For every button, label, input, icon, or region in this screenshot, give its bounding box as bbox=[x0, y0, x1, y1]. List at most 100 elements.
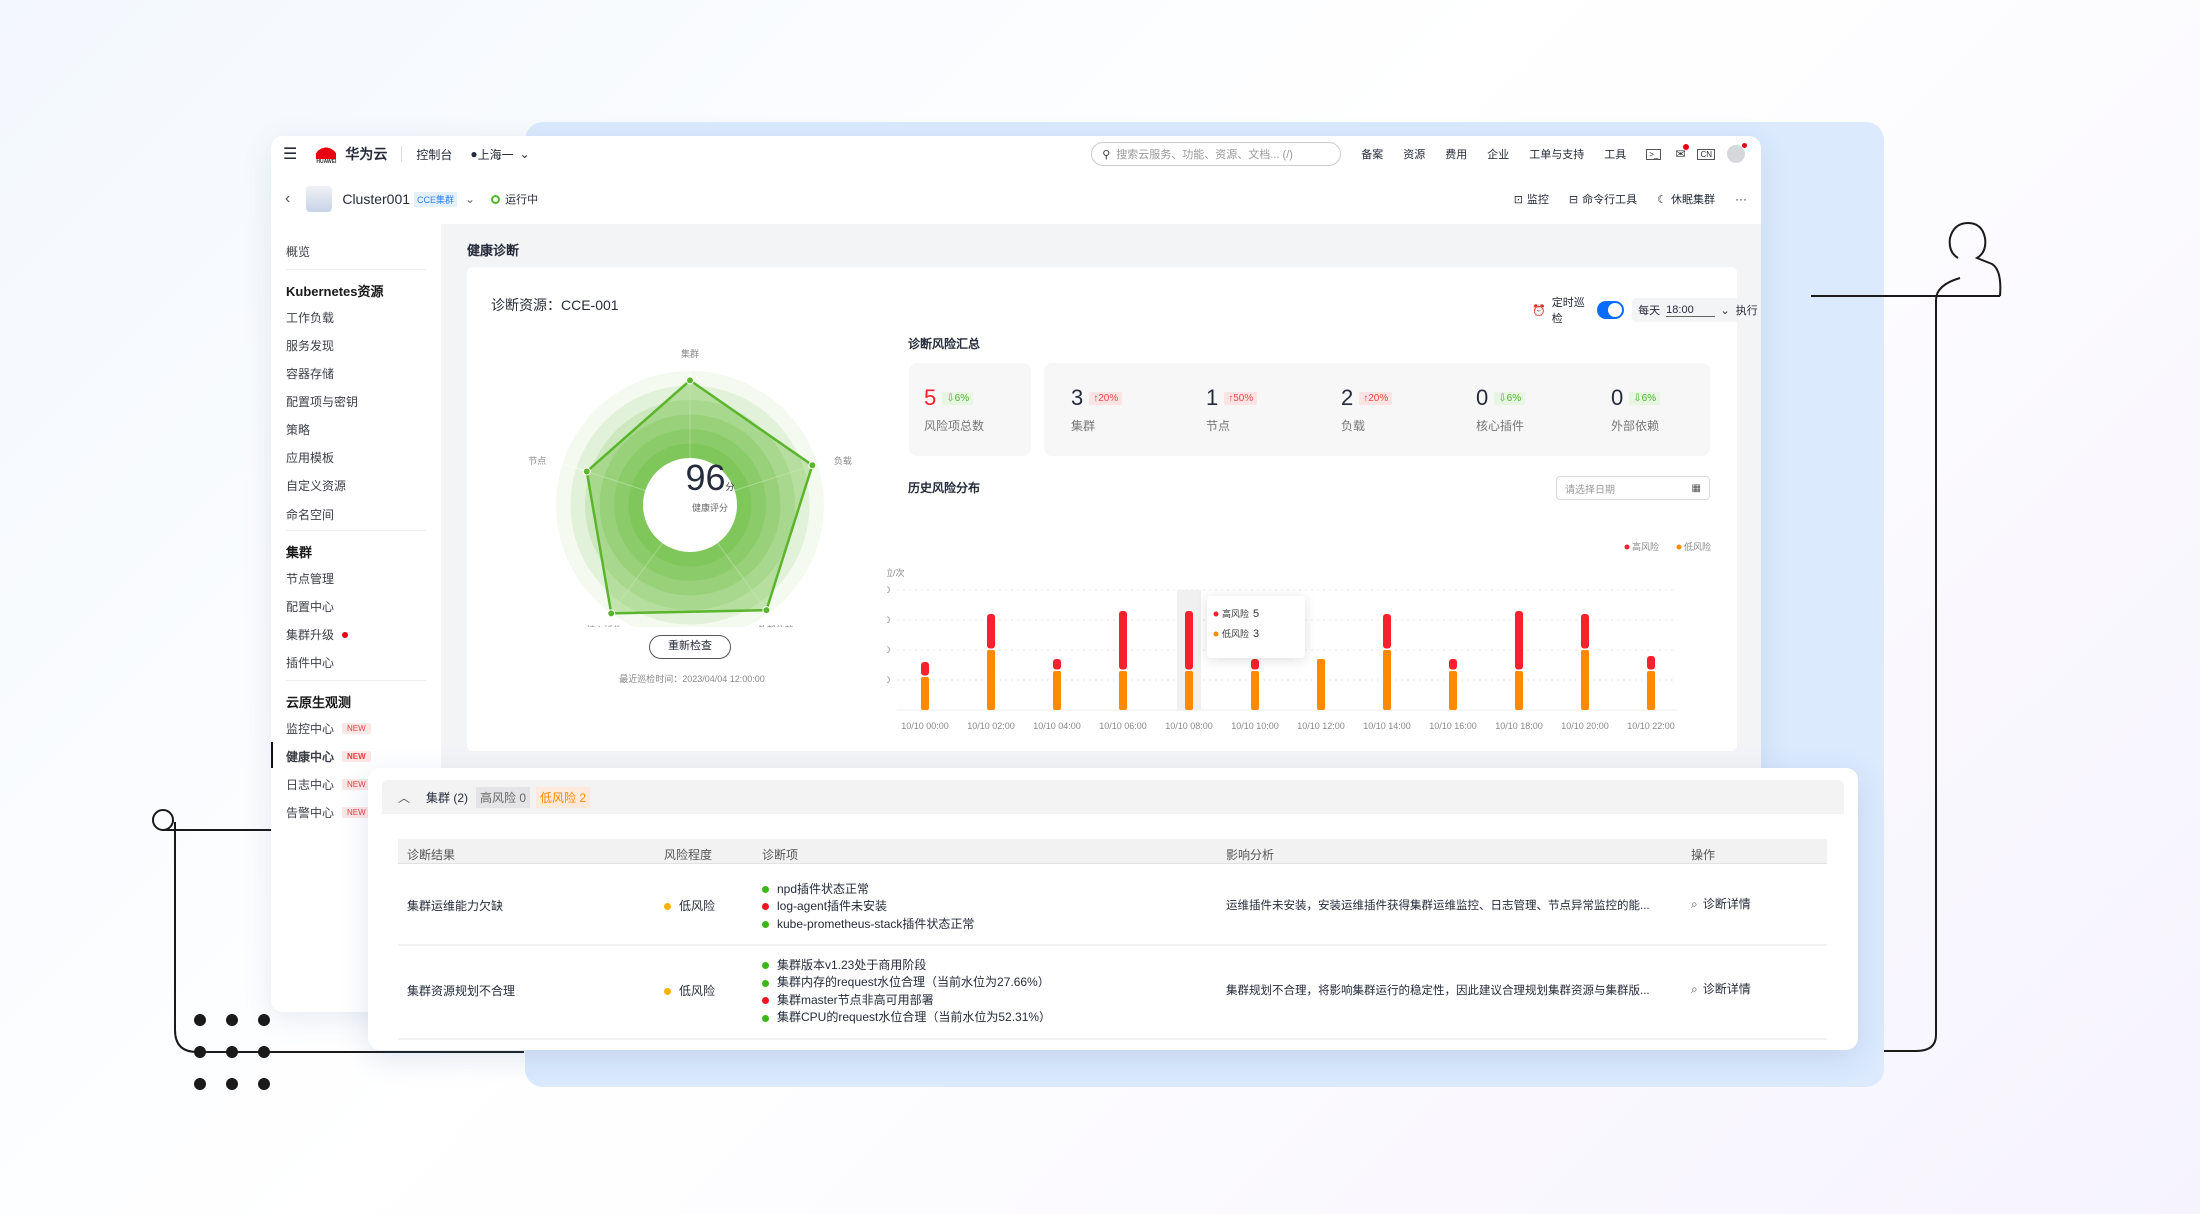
sidebar-item[interactable]: 命名空间 bbox=[286, 506, 334, 523]
sidebar-item[interactable]: 健康中心 NEW bbox=[271, 742, 371, 768]
x-tick-label: 10/10 12:00 bbox=[1297, 721, 1345, 731]
diagnosis-item: npd插件状态正常 bbox=[762, 880, 869, 897]
radar-point bbox=[582, 467, 591, 476]
column-header: 诊断结果 bbox=[407, 848, 456, 862]
search-box[interactable]: ⚲ 搜索云服务、功能、资源、文档... (/) bbox=[1091, 142, 1342, 166]
nav-link[interactable]: 工单与支持 bbox=[1529, 149, 1585, 161]
action-2-button[interactable]: ☾ 休眠集群 bbox=[1657, 191, 1715, 207]
search-input[interactable]: 搜索云服务、功能、资源、文档... (/) bbox=[1116, 149, 1293, 161]
execute-button[interactable]: 执行 bbox=[1735, 305, 1758, 317]
sidebar-item[interactable]: 概览 bbox=[286, 243, 310, 260]
y-tick-label: 20 bbox=[887, 645, 890, 655]
sidebar-item[interactable]: 工作负载 bbox=[286, 309, 334, 326]
sidebar-item[interactable]: 监控中心 NEW bbox=[286, 720, 371, 737]
sidebar-item[interactable]: 集群升级 bbox=[286, 626, 349, 643]
bar-low-risk bbox=[1119, 671, 1127, 710]
sidebar-item[interactable]: 容器存储 bbox=[286, 365, 334, 382]
moon-icon: ☾ bbox=[1657, 194, 1667, 206]
diagnosis-item-text: 集群版本v1.23处于商用阶段 bbox=[777, 957, 927, 972]
change-badge: ↑50% bbox=[1224, 391, 1258, 405]
terminal-icon[interactable]: >_ bbox=[1646, 148, 1662, 160]
total-risk-label: 风险项总数 bbox=[924, 419, 985, 433]
change-value: 20% bbox=[1098, 392, 1119, 404]
more-button[interactable]: ··· bbox=[1735, 192, 1747, 206]
diagnosis-item: log-agent插件未安装 bbox=[762, 897, 887, 914]
diagnosis-detail-link[interactable]: ⌕ 诊断详情 bbox=[1691, 895, 1751, 912]
sidebar-item[interactable]: 日志中心 NEW bbox=[286, 776, 371, 793]
cluster-icon bbox=[306, 186, 333, 212]
sidebar-item[interactable]: 配置中心 bbox=[286, 598, 334, 615]
risk-level: 低风险 bbox=[679, 984, 716, 998]
sidebar-item[interactable]: 插件中心 bbox=[286, 654, 334, 671]
nav-link[interactable]: 备案 bbox=[1361, 149, 1384, 161]
change-badge: ⇩6% bbox=[1494, 391, 1526, 405]
nav-link[interactable]: 企业 bbox=[1487, 149, 1510, 161]
low-risk-tag: 低风险 2 bbox=[536, 786, 591, 808]
language-toggle[interactable]: CN bbox=[1697, 148, 1715, 160]
sidebar-item[interactable]: 策略 bbox=[286, 421, 310, 438]
diagnosis-item: kube-prometheus-stack插件状态正常 bbox=[762, 915, 974, 932]
bar-low-risk bbox=[1449, 671, 1457, 710]
x-tick-label: 10/10 08:00 bbox=[1165, 721, 1213, 731]
nav-link[interactable]: 资源 bbox=[1403, 149, 1426, 161]
diagnosis-item: 集群master节点非高可用部署 bbox=[762, 991, 934, 1008]
bar-high-risk bbox=[1383, 614, 1391, 649]
legend-label: 高风险 bbox=[1632, 541, 1659, 552]
y-tick-label: 40 bbox=[887, 585, 890, 595]
new-badge: NEW bbox=[342, 723, 371, 734]
diagnosis-item-text: 集群内存的request水位合理（当前水位为27.66%） bbox=[777, 975, 1050, 990]
sidebar-item[interactable]: 配置项与密钥 bbox=[286, 393, 358, 410]
x-tick-label: 10/10 22:00 bbox=[1627, 721, 1675, 731]
radar-point bbox=[762, 606, 771, 615]
action-1-button[interactable]: ⊟ 命令行工具 bbox=[1569, 191, 1637, 207]
summary-label: 节点 bbox=[1206, 419, 1231, 433]
score-circle bbox=[643, 458, 737, 552]
x-tick-label: 10/10 02:00 bbox=[967, 721, 1015, 731]
change-value: 6% bbox=[1506, 392, 1522, 404]
summary-item: 2 ↑20% 负载 bbox=[1341, 385, 1393, 434]
score: 96分 健康评分 bbox=[660, 457, 760, 514]
avatar[interactable] bbox=[1727, 143, 1747, 163]
cluster-switch-chevron-icon[interactable]: ⌄ bbox=[465, 192, 476, 206]
hamburger-icon[interactable]: ☰ bbox=[283, 146, 298, 163]
back-icon[interactable]: ‹ bbox=[285, 190, 291, 207]
diagnosis-detail-link[interactable]: ⌕ 诊断详情 bbox=[1691, 980, 1751, 997]
diagnosis-item: 集群内存的request水位合理（当前水位为27.66%） bbox=[762, 973, 1050, 990]
nav-link[interactable]: 费用 bbox=[1445, 149, 1468, 161]
mail-icon[interactable]: ✉ bbox=[1675, 144, 1690, 161]
time-select[interactable]: 18:00 bbox=[1666, 304, 1715, 317]
sidebar-item-label: 云原生观测 bbox=[286, 695, 352, 710]
region-select[interactable]: 上海一 bbox=[477, 147, 514, 162]
collapse-chevron-icon[interactable]: ︿ bbox=[398, 790, 411, 805]
new-badge: NEW bbox=[342, 779, 371, 790]
group-title: 集群 (2) bbox=[426, 790, 469, 805]
date-picker[interactable]: 请选择日期 ▦ bbox=[1556, 476, 1710, 500]
summary-item: 1 ↑50% 节点 bbox=[1206, 385, 1258, 434]
tooltip-label: 高风险 bbox=[1222, 608, 1249, 619]
action-0-button[interactable]: ⊡ 监控 bbox=[1514, 191, 1549, 207]
date-input[interactable]: 请选择日期 bbox=[1565, 484, 1615, 496]
sidebar-item-label: 告警中心 bbox=[286, 806, 335, 820]
chevron-down-icon[interactable]: ⌄ bbox=[1720, 304, 1730, 317]
sidebar-item[interactable]: 自定义资源 bbox=[286, 477, 346, 494]
sidebar-item[interactable]: 服务发现 bbox=[286, 337, 334, 354]
sidebar-item[interactable]: 告警中心 NEW bbox=[286, 804, 371, 821]
sidebar-item[interactable]: 应用模板 bbox=[286, 449, 334, 466]
action-label: 监控 bbox=[1526, 194, 1549, 206]
huawei-flower-icon bbox=[316, 143, 337, 159]
schedule-toggle[interactable] bbox=[1597, 301, 1625, 319]
status-badge: 运行中 bbox=[505, 194, 539, 206]
sidebar-item[interactable]: 节点管理 bbox=[286, 570, 334, 587]
nav-link[interactable]: 工具 bbox=[1604, 149, 1627, 161]
radar-axis-label: 外部依赖 bbox=[758, 624, 794, 627]
group-header[interactable]: ︿ 集群 (2) 高风险 0 低风险 2 bbox=[382, 780, 1844, 814]
column-header: 风险程度 bbox=[664, 848, 713, 862]
console-link[interactable]: 控制台 bbox=[416, 147, 453, 162]
chevron-down-icon[interactable]: ⌄ bbox=[519, 147, 530, 161]
bar-low-risk bbox=[1515, 671, 1523, 710]
summary-category-card: 3 ↑20% 集群 1 ↑50% 节点 2 ↑20% 负载 0 ⇩6% 核心插件 0 ⇩6% 外部依赖 bbox=[1044, 363, 1710, 456]
recheck-button[interactable]: 重新检查 bbox=[649, 635, 731, 659]
search-document-icon: ⌕ bbox=[1691, 897, 1698, 911]
schedule-select[interactable]: 每天 18:00 ⌄ 执行 bbox=[1632, 298, 1761, 322]
